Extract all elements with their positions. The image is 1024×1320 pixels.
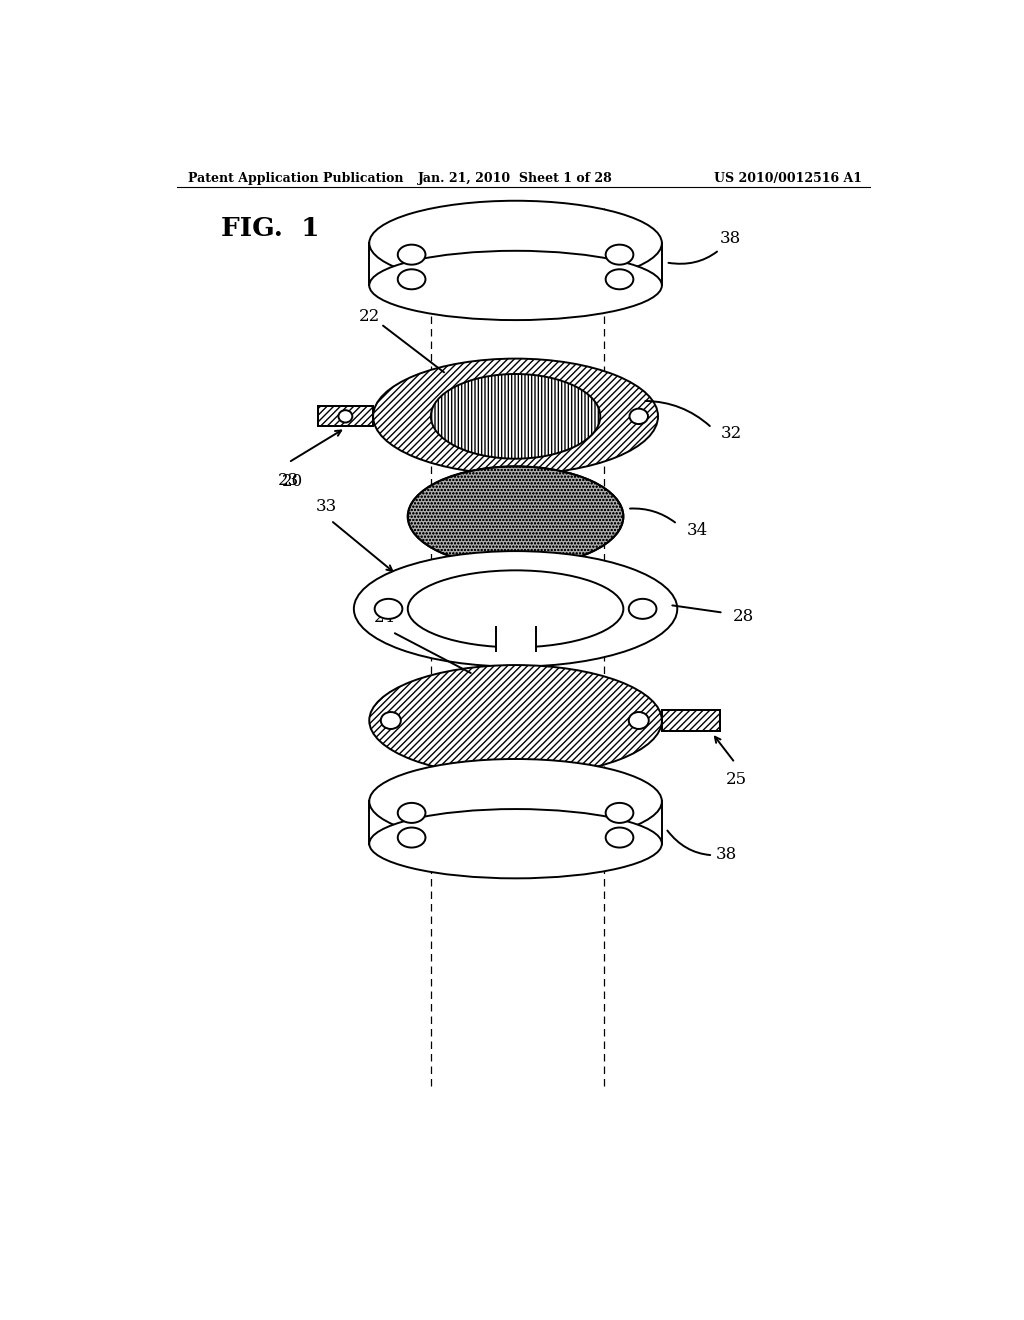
Ellipse shape — [629, 599, 656, 619]
Text: 33: 33 — [315, 498, 337, 515]
Ellipse shape — [339, 411, 352, 422]
Text: 22: 22 — [358, 308, 380, 325]
Ellipse shape — [370, 665, 662, 776]
Text: 28: 28 — [733, 609, 754, 626]
Ellipse shape — [629, 711, 649, 729]
Text: 38: 38 — [668, 830, 737, 863]
Text: 23: 23 — [278, 471, 299, 488]
Ellipse shape — [605, 269, 634, 289]
Text: Jan. 21, 2010  Sheet 1 of 28: Jan. 21, 2010 Sheet 1 of 28 — [418, 173, 613, 185]
Ellipse shape — [370, 809, 662, 878]
Text: FIG.  1: FIG. 1 — [221, 216, 319, 242]
Ellipse shape — [370, 759, 662, 843]
Text: 38: 38 — [669, 230, 740, 264]
FancyBboxPatch shape — [370, 801, 662, 843]
Ellipse shape — [605, 803, 634, 822]
Ellipse shape — [373, 359, 658, 474]
Bar — [496, 620, 536, 651]
Bar — [662, 710, 720, 731]
Text: US 2010/0012516 A1: US 2010/0012516 A1 — [714, 173, 862, 185]
Ellipse shape — [397, 269, 425, 289]
Text: 32: 32 — [721, 425, 742, 442]
Ellipse shape — [630, 409, 648, 424]
Ellipse shape — [397, 828, 425, 847]
Text: 25: 25 — [726, 771, 748, 788]
Text: 20: 20 — [282, 474, 303, 490]
FancyBboxPatch shape — [370, 243, 662, 285]
Bar — [507, 566, 524, 583]
Text: 34: 34 — [686, 521, 708, 539]
Ellipse shape — [370, 251, 662, 321]
Ellipse shape — [370, 201, 662, 285]
Ellipse shape — [605, 244, 634, 264]
Bar — [662, 710, 720, 731]
Ellipse shape — [605, 828, 634, 847]
Text: 24: 24 — [374, 609, 395, 626]
Ellipse shape — [408, 466, 624, 566]
Ellipse shape — [397, 244, 425, 264]
Ellipse shape — [354, 552, 677, 667]
Ellipse shape — [408, 570, 624, 647]
Bar — [317, 407, 373, 426]
Ellipse shape — [375, 599, 402, 619]
Text: Patent Application Publication: Patent Application Publication — [188, 173, 403, 185]
Ellipse shape — [431, 374, 600, 459]
Bar — [317, 407, 373, 426]
Ellipse shape — [397, 803, 425, 822]
Ellipse shape — [381, 711, 400, 729]
